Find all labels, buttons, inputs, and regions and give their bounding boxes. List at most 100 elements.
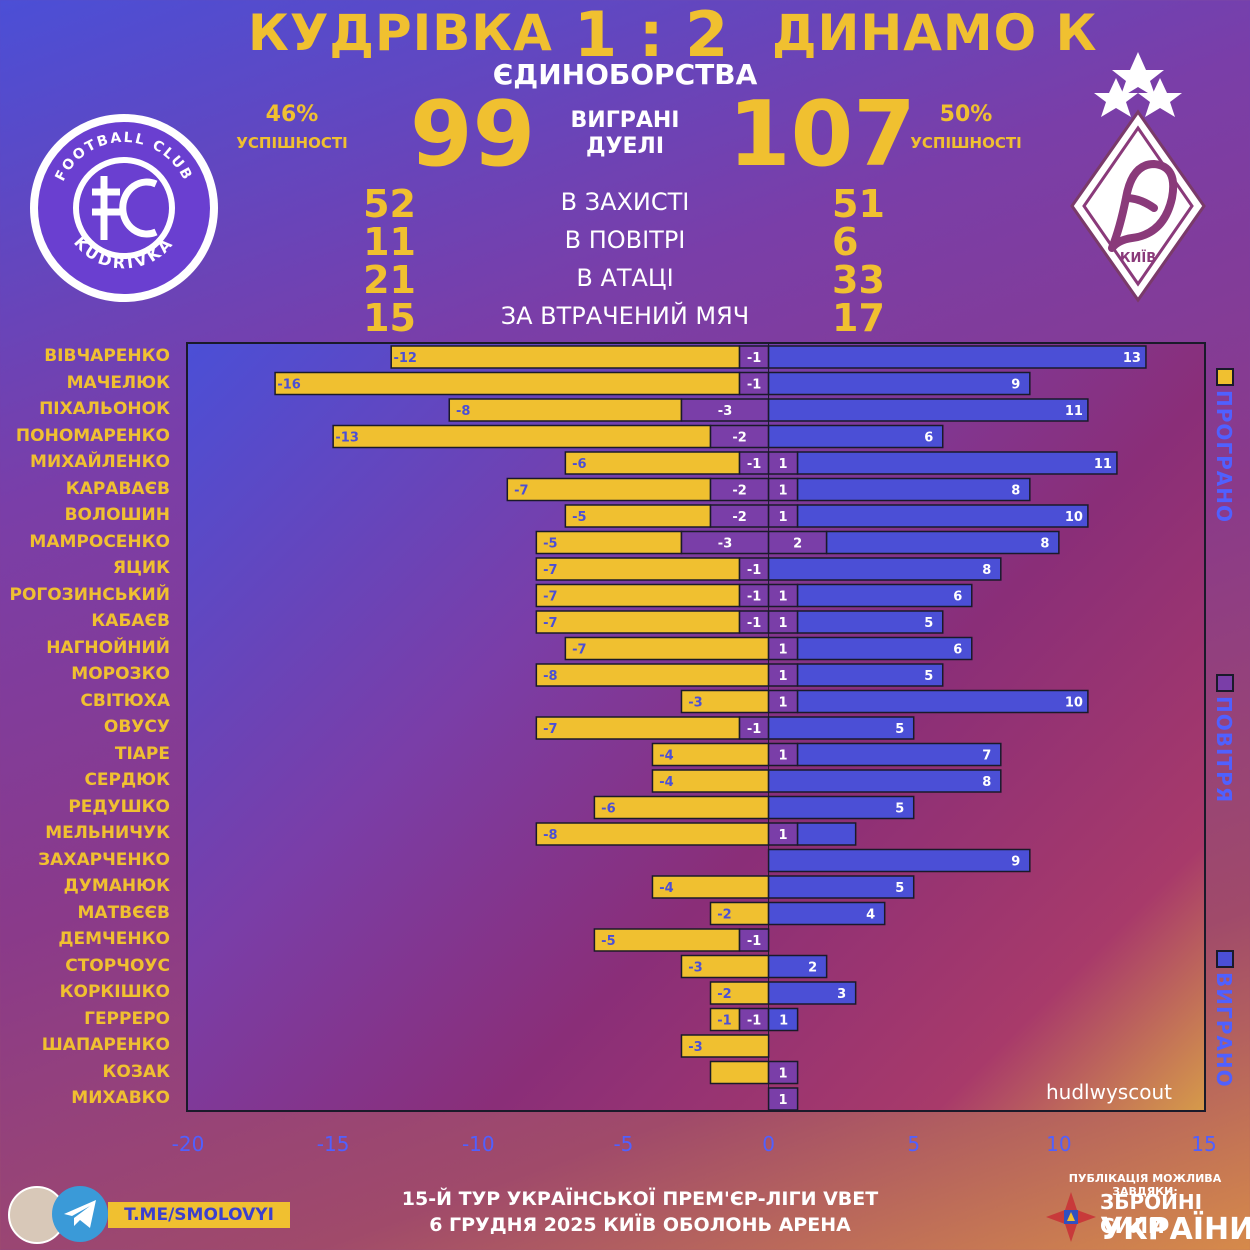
lost-bar [274, 371, 741, 396]
breakdown-home-attack: 21 [363, 258, 416, 302]
player-name: РОГОЗИНСЬКИЙ [9, 584, 170, 605]
lost-label: -7 [543, 563, 557, 578]
breakdown-label-defense: В ЗАХИСТІ [560, 188, 690, 216]
lost-label: -6 [601, 802, 615, 817]
won-label: 6 [924, 431, 933, 446]
away-success-label: УСПІШНОСТІ [910, 134, 1022, 152]
won-bar [796, 504, 1089, 528]
x-tick-label: 10 [1046, 1132, 1072, 1156]
won-bar [767, 875, 915, 899]
won-bar [767, 398, 1089, 422]
won-bar [767, 769, 1002, 793]
player-name: МАМРОСЕНКО [29, 531, 170, 552]
lost-bar [535, 530, 683, 555]
air-won-label: 1 [779, 590, 788, 605]
won-bar [767, 901, 886, 926]
lost-bar [680, 1034, 770, 1058]
breakdown-home-defense: 52 [363, 182, 416, 226]
air-won-label: 1 [779, 1067, 788, 1082]
breakdown-away-defense: 51 [832, 182, 885, 226]
player-name: ШАПАРЕНКО [41, 1035, 170, 1055]
won-label: 13 [1123, 351, 1141, 366]
away-success-pct: 50% [939, 102, 993, 127]
telegram-icon[interactable] [52, 1186, 108, 1242]
legend-swatch-won [1216, 950, 1234, 968]
legend-label-won: ВИГРАНО [1212, 972, 1236, 1088]
won-label: 6 [953, 643, 962, 658]
won-label: 5 [895, 802, 904, 817]
legend-label-lost: ПРОГРАНО [1212, 390, 1236, 524]
player-name: РЕДУШКО [68, 796, 170, 817]
telegram-link[interactable]: T.ME/SMOLOVYI [108, 1202, 290, 1228]
air-lost-label: -1 [747, 457, 761, 472]
air-won-bar [767, 1060, 799, 1085]
legend-swatch-air [1216, 674, 1234, 692]
air-won-label: 1 [779, 457, 788, 472]
sponsor-caption: ПУБЛІКАЦІЯ МОЖЛИВА ЗАВДЯКИ: [1068, 1172, 1222, 1198]
player-name: НАГНОЙНИЙ [46, 637, 170, 658]
legend-swatch-lost [1216, 368, 1234, 386]
lost-bar [535, 610, 741, 634]
player-name: ОВУСУ [103, 717, 170, 737]
star-icon [1138, 78, 1182, 117]
won-label: 10 [1065, 696, 1083, 711]
player-name: МЕЛЬНИЧУК [45, 823, 170, 843]
won-bar [767, 557, 1002, 581]
air-won-label: 1 [779, 1093, 788, 1108]
won-label: 5 [924, 669, 933, 684]
won-label: 7 [982, 749, 991, 764]
player-name: КОРКІШКО [59, 982, 170, 1002]
x-tick-label: -20 [171, 1132, 205, 1156]
lost-bar [535, 583, 741, 608]
lost-label: -7 [543, 616, 557, 631]
match-info-line2: 6 ГРУДНЯ 2025 КИЇВ ОБОЛОНЬ АРЕНА [429, 1214, 851, 1236]
won-bar [767, 424, 944, 449]
air-lost-label: -1 [747, 378, 761, 393]
data-source-logo: hudlwyscout [1046, 1080, 1172, 1104]
won-bar [767, 1007, 799, 1032]
sponsor-name-1: ЗБРОЙНІ СИЛИ [1100, 1190, 1203, 1238]
lost-bar [564, 636, 770, 661]
x-tick-label: -15 [316, 1132, 350, 1156]
lost-bar [535, 557, 741, 581]
air-lost-label: -1 [747, 563, 761, 578]
lost-label: -12 [393, 351, 417, 366]
lost-label: -1 [717, 1014, 731, 1029]
won-bar [767, 716, 915, 740]
home-success-pct: 46% [265, 102, 319, 127]
duels-chart: -12 -1 13-16 -1 9-8 -3 11-13 -2 6-6 -1 1 11-7 -2 1 8-5… [274, 344, 1147, 1110]
won-bar [825, 530, 1060, 555]
lost-label: -6 [572, 457, 586, 472]
won-bar [767, 795, 915, 820]
player-name: КОЗАК [102, 1061, 170, 1082]
home-team-name: КУДРІВКА [248, 4, 553, 62]
won-label: 3 [837, 987, 846, 1002]
air-won-label: 1 [779, 643, 788, 658]
lost-bar [564, 504, 712, 528]
lost-bar [535, 663, 770, 687]
air-lost-label: -3 [718, 404, 732, 419]
won-bar [796, 636, 973, 661]
won-label: 6 [953, 590, 962, 605]
lost-label: -16 [277, 378, 301, 393]
won-bar [767, 954, 828, 979]
won-label: 9 [1011, 378, 1020, 393]
player-name: ЯЦИК [113, 558, 170, 578]
x-tick-label: 0 [762, 1132, 775, 1156]
player-name: МОРОЗКО [71, 664, 170, 684]
won-bar [796, 610, 944, 634]
won-bar [796, 451, 1118, 475]
air-won-label: 1 [779, 616, 788, 631]
lost-bar [332, 424, 712, 449]
lost-label: -8 [543, 669, 557, 684]
lost-label: -3 [688, 696, 702, 711]
player-name: МАЧЕЛЮК [66, 372, 170, 393]
air-won-bar [767, 1087, 799, 1110]
x-tick-label: -10 [461, 1132, 495, 1156]
home-success-label: УСПІШНОСТІ [236, 134, 348, 152]
air-lost-label: -2 [732, 510, 746, 525]
duels-won-label: ВИГРАНІ ДУЕЛІ [545, 108, 705, 160]
player-name: ВОЛОШИН [64, 505, 170, 525]
breakdown-away-air: 6 [832, 220, 859, 264]
air-won-label: 1 [779, 696, 788, 711]
